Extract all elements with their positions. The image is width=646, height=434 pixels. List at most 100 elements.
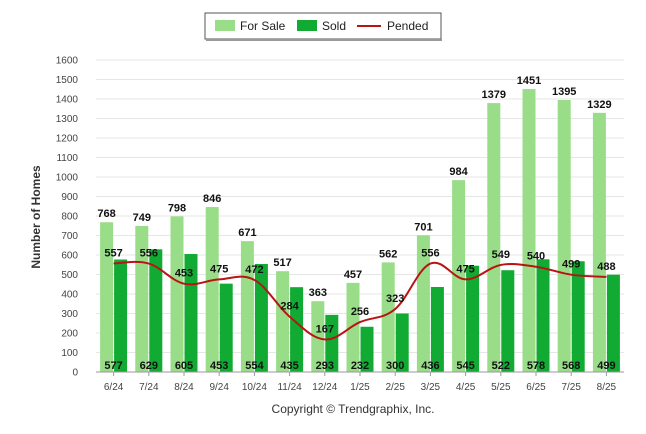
x-tick-label: 9/24 xyxy=(209,382,229,393)
sold-value-label: 629 xyxy=(140,360,158,372)
sold-bar xyxy=(114,259,128,372)
x-tick-label: 12/24 xyxy=(312,382,337,393)
sold-bar xyxy=(571,261,585,372)
for-sale-value-label: 1395 xyxy=(552,86,576,98)
sold-value-label: 232 xyxy=(351,360,369,372)
sold-bar xyxy=(501,270,515,372)
sold-bar xyxy=(290,287,304,372)
pended-value-label: 499 xyxy=(562,259,580,271)
sold-value-label: 545 xyxy=(456,360,474,372)
sold-value-label: 605 xyxy=(175,360,193,372)
pended-value-label: 540 xyxy=(527,251,545,263)
x-tick-label: 8/25 xyxy=(597,382,617,393)
sold-value-label: 554 xyxy=(245,360,264,372)
for-sale-bar xyxy=(381,262,395,372)
pended-value-label: 167 xyxy=(316,323,334,335)
for-sale-value-label: 457 xyxy=(344,269,362,281)
legend-item-sold-swatch xyxy=(297,20,317,31)
x-tick-label: 6/25 xyxy=(526,382,546,393)
pended-value-label: 556 xyxy=(140,248,158,260)
copyright-credit: Copyright © Trendgraphix, Inc. xyxy=(272,402,435,416)
gridlines xyxy=(96,59,624,373)
y-tick-label: 0 xyxy=(72,368,78,379)
y-tick-label: 700 xyxy=(61,231,78,242)
pended-value-label: 256 xyxy=(351,306,369,318)
for-sale-value-label: 1451 xyxy=(517,75,541,87)
for-sale-value-label: 517 xyxy=(273,257,291,269)
for-sale-value-label: 363 xyxy=(309,287,327,299)
legend-item-for-sale-swatch xyxy=(215,20,235,31)
sold-bar xyxy=(149,249,163,372)
legend: For Sale Sold Pended xyxy=(204,12,442,41)
for-sale-value-label: 846 xyxy=(203,193,221,205)
for-sale-bar xyxy=(487,103,501,372)
sold-value-label: 568 xyxy=(562,360,580,372)
sold-value-label: 499 xyxy=(597,360,615,372)
x-tick-label: 4/25 xyxy=(456,382,476,393)
sold-value-label: 435 xyxy=(280,360,298,372)
sold-bar xyxy=(395,313,409,372)
sold-value-label: 577 xyxy=(104,360,122,372)
for-sale-bar xyxy=(522,89,536,373)
for-sale-bar xyxy=(557,99,571,372)
sold-value-label: 300 xyxy=(386,360,404,372)
pended-value-label: 488 xyxy=(597,261,615,273)
x-tick-label: 11/24 xyxy=(277,382,302,393)
y-tick-label: 100 xyxy=(61,348,78,359)
for-sale-bar xyxy=(416,235,430,372)
sold-bar xyxy=(360,326,374,372)
pended-value-label: 475 xyxy=(210,263,228,275)
y-tick-label: 1000 xyxy=(56,173,79,184)
for-sale-value-label: 798 xyxy=(168,202,186,214)
bars xyxy=(100,89,620,373)
legend-item-pended-label: Pended xyxy=(387,19,428,33)
x-tick-label: 5/25 xyxy=(491,382,511,393)
y-tick-label: 1600 xyxy=(56,56,79,67)
y-tick-label: 400 xyxy=(61,290,78,301)
for-sale-bar xyxy=(100,222,114,372)
sold-value-label: 522 xyxy=(492,360,510,372)
for-sale-bar xyxy=(170,216,184,372)
for-sale-value-label: 562 xyxy=(379,248,397,260)
sold-bar xyxy=(325,314,339,372)
sold-bar xyxy=(254,263,268,372)
pended-value-label: 475 xyxy=(456,263,474,275)
sold-value-label: 293 xyxy=(316,360,334,372)
for-sale-bar xyxy=(205,207,219,372)
y-tick-label: 800 xyxy=(61,212,78,223)
pended-value-label: 556 xyxy=(421,248,439,260)
pended-series-line xyxy=(113,260,607,341)
x-tick-label: 3/25 xyxy=(421,382,441,393)
data-labels: 768 577 749 629 798 605 846 453 671 554 517 435 363 2… xyxy=(97,75,615,372)
y-tick-label: 500 xyxy=(61,270,78,281)
x-tick-label: 8/24 xyxy=(174,382,194,393)
for-sale-value-label: 1379 xyxy=(482,89,506,101)
for-sale-value-label: 768 xyxy=(97,208,115,220)
pended-line xyxy=(113,260,607,341)
y-tick-label: 1200 xyxy=(56,134,79,145)
pended-value-label: 284 xyxy=(280,301,299,313)
sold-bar xyxy=(536,259,550,372)
y-tick-label: 900 xyxy=(61,192,78,203)
sold-bar xyxy=(466,265,480,372)
y-tick-label: 1100 xyxy=(56,153,78,164)
pended-value-label: 323 xyxy=(386,293,404,305)
x-tick-label: 10/24 xyxy=(242,382,267,393)
for-sale-value-label: 701 xyxy=(414,221,432,233)
for-sale-bar xyxy=(311,301,325,372)
sold-bar xyxy=(606,274,620,372)
y-tick-label: 1400 xyxy=(56,95,79,106)
pended-value-label: 557 xyxy=(104,247,122,259)
y-tick-label: 300 xyxy=(61,309,78,320)
y-tick-label: 1300 xyxy=(56,114,79,125)
pended-value-label: 549 xyxy=(492,249,510,261)
pended-value-label: 453 xyxy=(175,268,193,280)
y-tick-label: 600 xyxy=(61,251,78,262)
sold-value-label: 453 xyxy=(210,360,228,372)
y-tick-label: 1500 xyxy=(56,75,79,86)
x-tick-label: 7/24 xyxy=(139,382,159,393)
sold-value-label: 578 xyxy=(527,360,545,372)
y-axis-label: Number of Homes xyxy=(29,165,43,269)
for-sale-bar xyxy=(592,112,606,372)
x-tick-label: 7/25 xyxy=(561,382,581,393)
